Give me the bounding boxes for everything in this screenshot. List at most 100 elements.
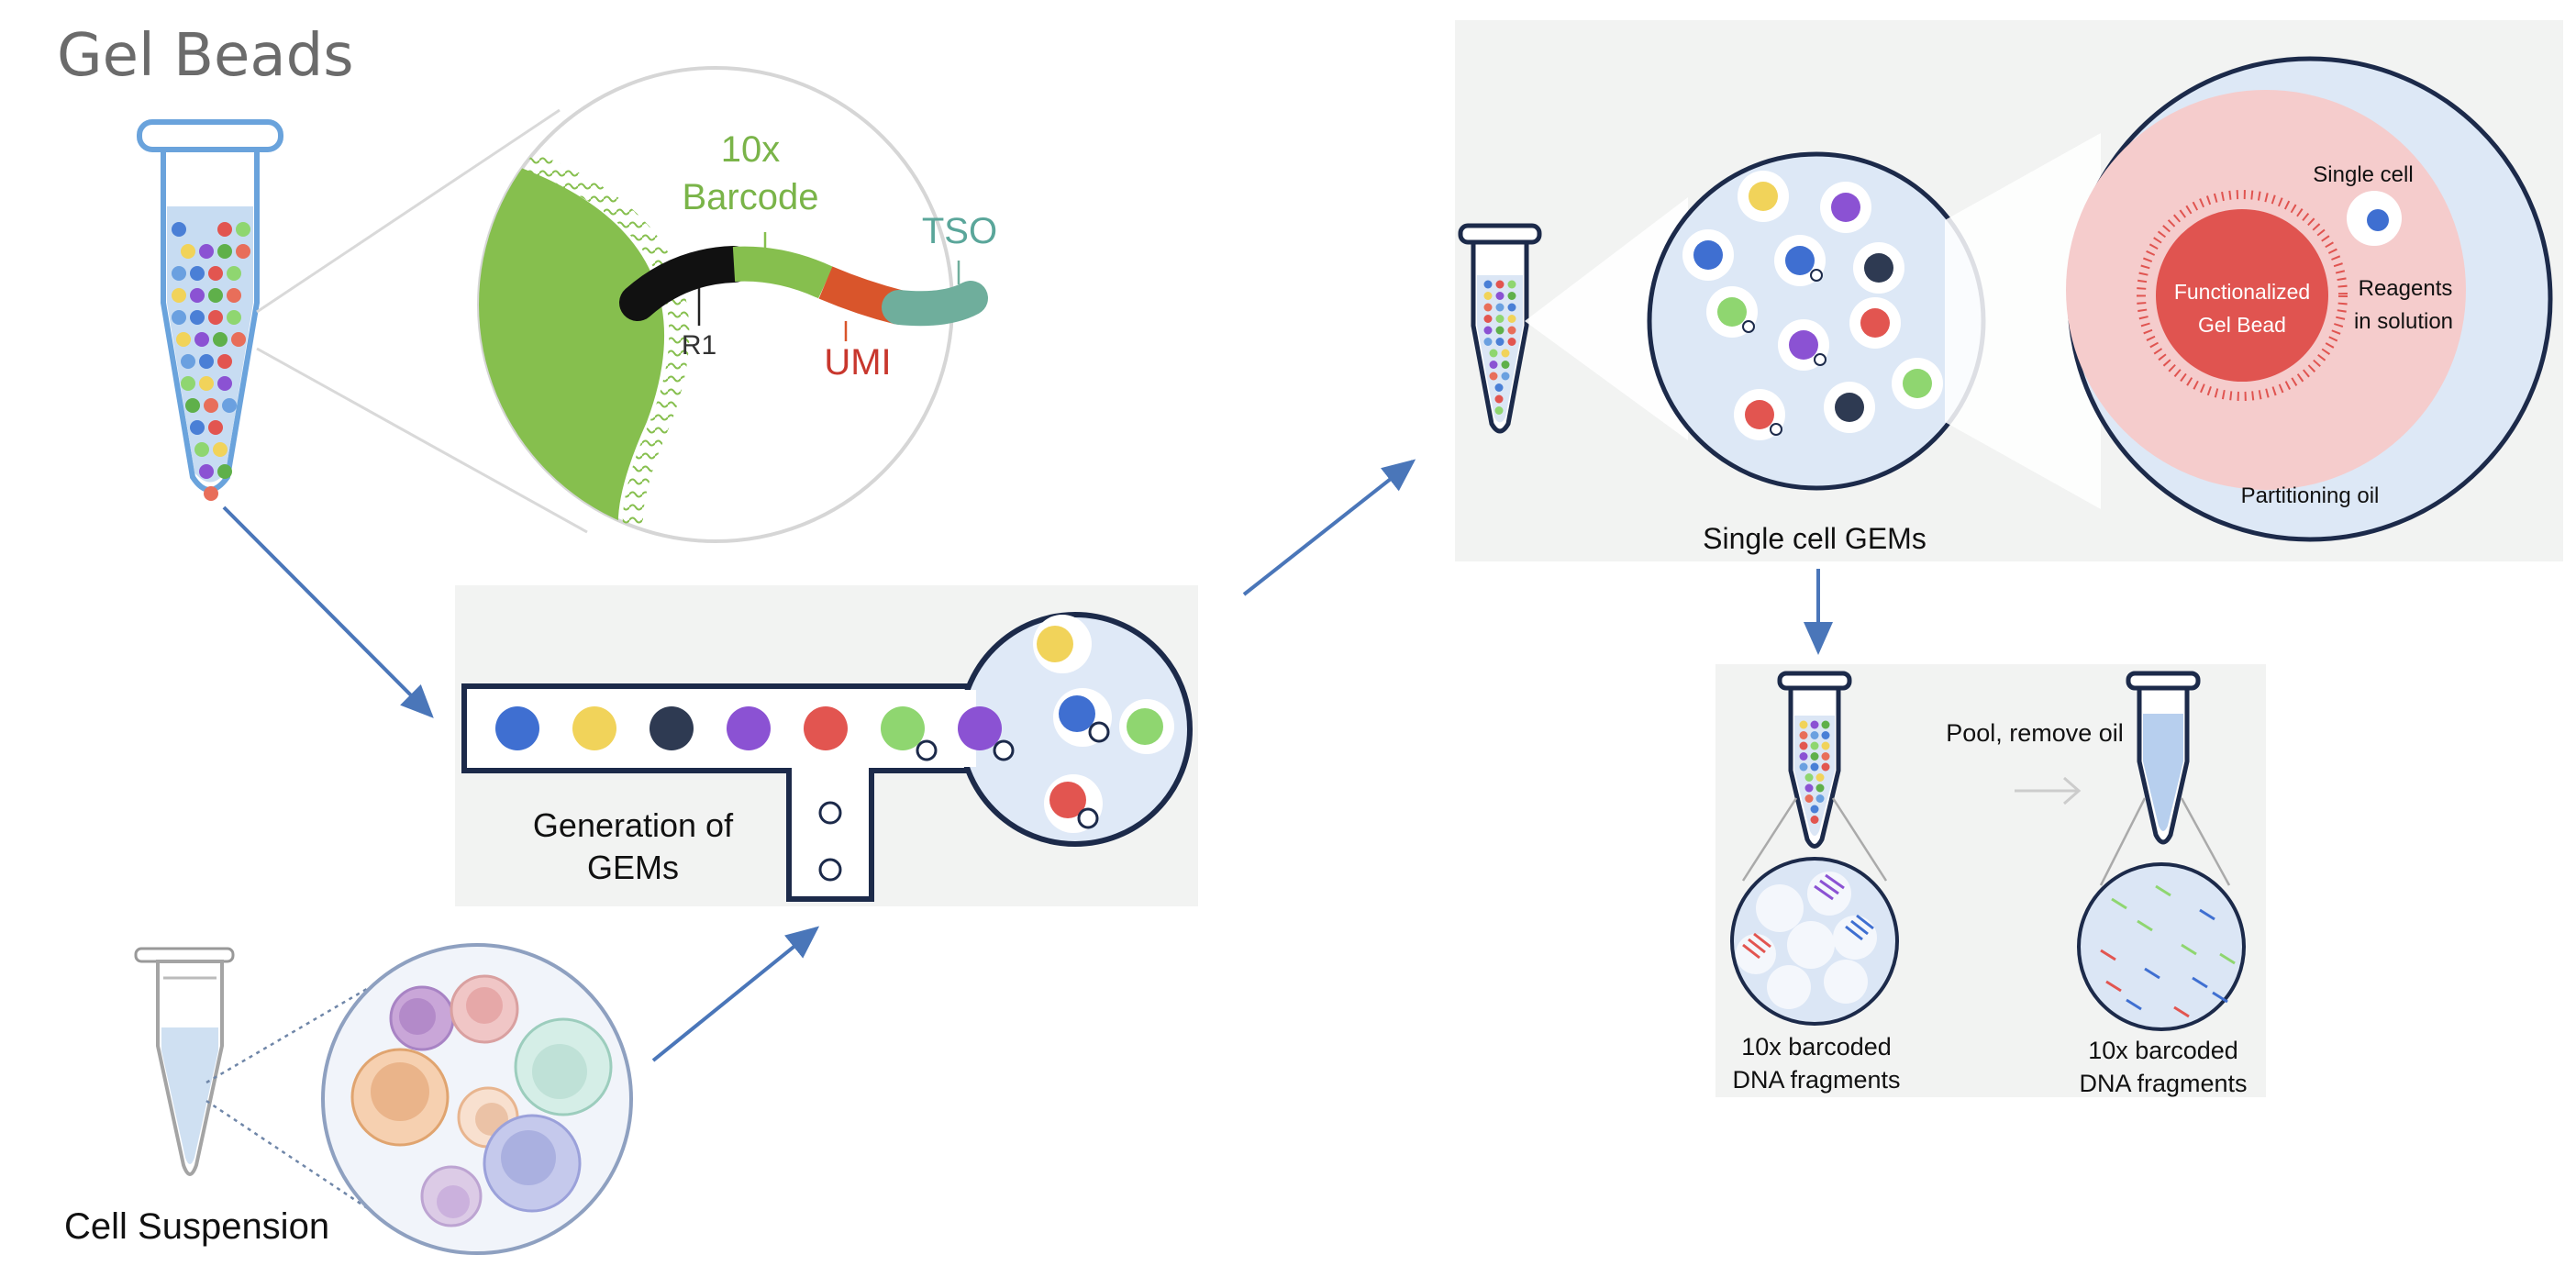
partitioning-oil-label: Partitioning oil [2241,483,2380,508]
gem-dot [1815,794,1825,803]
gem-dot [1489,349,1498,358]
gel-bead-dot [208,310,223,325]
gel-bead-dot [181,376,195,391]
gem-generation-label-line1: Generation of [533,806,734,844]
gel-bead-dot [213,332,228,347]
gem-droplet [1892,358,1943,409]
gel-bead-dot [208,420,223,435]
gem-droplet [1044,774,1103,833]
left-caption-line1: 10x barcoded [1741,1033,1892,1061]
gel-bead-dot [190,310,205,325]
gel-bead-dot [227,288,241,303]
gel-bead-dot [199,464,214,479]
gel-bead-dot [181,354,195,369]
gem-dot [1799,720,1808,729]
gem-dot [1810,762,1819,772]
gem-droplet [1820,182,1871,233]
gel-bead-dot [194,332,209,347]
dna-fragment [2137,919,2153,932]
gem-droplet [1682,229,1734,281]
gel-bead-dot [222,398,237,413]
arrow-cells-to-gems [651,926,820,1062]
gem-dot [1483,338,1493,346]
left-caption-line2: DNA fragments [1732,1066,1900,1094]
gem-dot [1495,315,1505,323]
channel-gel-bead [881,706,925,750]
reagents-label-line1: Reagents [2359,276,2453,301]
r1-segment [619,246,752,321]
gem-dot [1821,741,1830,750]
gem-dot [1495,280,1505,289]
gem-dot [1489,372,1498,381]
gem-dot [1483,315,1493,323]
single-cell-gems-label: Single cell GEMs [1703,522,1926,555]
gem-dot [1810,752,1819,761]
gel-bead-dot [204,398,218,413]
gem-droplet [1824,382,1875,433]
gel-bead-dot [190,266,205,281]
gem-dot [1501,349,1510,358]
gem-dot [1494,383,1504,392]
cell [483,1114,582,1213]
gel-bead-dot [190,420,205,435]
gel-bead-dot [213,442,228,457]
umi-label: UMI [824,342,891,383]
gel-bead-dot [208,288,223,303]
dna-fragment [2144,967,2160,980]
pool-panel: Pool, remove oil 10x barcoded DNA fragme… [1715,664,2266,1097]
reagents-label-line2: in solution [2354,309,2453,334]
gem-dot [1495,338,1505,346]
gel-bead-dot [236,222,250,237]
tso-segment [882,281,988,327]
gel-bead-dot [227,266,241,281]
gem-dot [1810,741,1819,750]
dna-fragment [2105,980,2122,993]
cell [350,1048,450,1147]
gem-dot [1483,326,1493,335]
gem-dot [1799,731,1808,739]
cell-suspension-label: Cell Suspension [64,1206,329,1247]
gem-dot [1810,805,1819,814]
gem-droplet [1778,319,1829,371]
functionalized-gel-bead [2156,209,2328,382]
gel-bead-dot [185,398,200,413]
gem-dot [1494,394,1504,404]
gel-bead-dot [176,332,191,347]
barcode-segment [732,246,833,299]
gel-bead-dot [217,354,232,369]
gem-dot [1494,406,1504,415]
gem-droplet [1738,171,1789,222]
channel-gel-bead [572,706,616,750]
dna-fragment [2212,991,2228,1004]
gem-dot [1507,338,1516,346]
tso-label: TSO [922,211,997,251]
gel-bead-dot [199,376,214,391]
gem-dot [1799,741,1808,750]
gem-dot [1799,762,1808,772]
gem-dot [1495,292,1505,300]
gel-bead-dot [217,376,232,391]
gem-droplet [1706,286,1758,338]
gem-dot [1507,292,1516,300]
gem-droplet [1774,235,1826,286]
gem-droplet [1033,615,1092,673]
gel-bead-dot [172,222,186,237]
bead-zoom-circle: 10x Barcode TSO R1 UMI [477,66,997,543]
bead-label-line1: Functionalized [2174,280,2310,304]
gel-bead-dot [190,288,205,303]
gem-dot [1483,280,1493,289]
dna-fragment [2199,908,2215,921]
dna-fragment [2173,1005,2190,1018]
gem-tube [1458,223,1542,434]
gem-dot [1804,783,1814,793]
cell-in-channel [916,739,938,761]
r1-label: R1 [682,330,716,361]
barcode-label: Barcode [683,177,819,217]
gel-bead-dot [236,244,250,259]
single-cell-gems-panel: Functionalized Gel Bead Single cell Reag… [1455,20,2563,561]
gel-bead-surface [479,138,664,541]
cell [450,974,519,1044]
gem-droplet [1734,389,1785,440]
gem-dot [1507,280,1516,289]
cell [420,1165,483,1227]
